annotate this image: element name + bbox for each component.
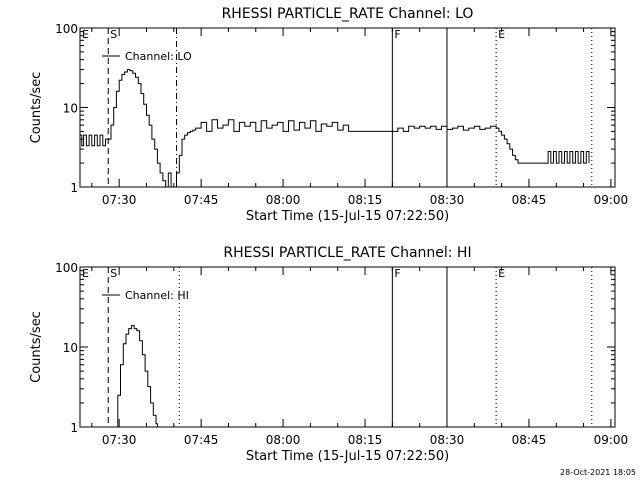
marker-label: E xyxy=(82,28,89,41)
marker-label: E xyxy=(82,267,89,280)
marker-label: S xyxy=(110,267,117,280)
y-tick-label: 10 xyxy=(63,102,78,116)
x-tick-label: 08:00 xyxy=(266,193,301,207)
chart-panel-hi: RHESSI PARTICLE_RATE Channel: HI 07:30 07:… xyxy=(29,245,628,464)
x-tick-label: 08:30 xyxy=(430,433,465,447)
x-tick-label: 08:30 xyxy=(430,193,465,207)
y-axis-label: Counts/sec xyxy=(29,72,44,144)
x-tick-label: 07:30 xyxy=(102,193,137,207)
y-tick-label: 1 xyxy=(70,421,78,435)
legend-label: Channel: LO xyxy=(125,50,192,63)
y-tick-label: 1 xyxy=(70,181,78,195)
x-axis-label: Start Time (15-Jul-15 07:22:50) xyxy=(246,449,449,464)
y-tick-label: 100 xyxy=(55,261,78,275)
chart-title: RHESSI PARTICLE_RATE Channel: LO xyxy=(222,6,474,22)
marker-label: F xyxy=(394,267,400,280)
x-tick-label: 07:30 xyxy=(102,433,137,447)
x-tick-label: 08:00 xyxy=(266,433,301,447)
series-line xyxy=(115,325,158,427)
marker-label: E xyxy=(498,28,505,41)
legend-label: Channel: HI xyxy=(125,289,189,302)
y-tick-label: 10 xyxy=(63,341,78,355)
marker-label: S xyxy=(110,28,117,41)
x-tick-label: 08:45 xyxy=(512,193,547,207)
chart-panel-lo: RHESSI PARTICLE_RATE Channel: LO 07:30 07:… xyxy=(29,6,628,224)
chart-title: RHESSI PARTICLE_RATE Channel: HI xyxy=(223,245,471,261)
y-tick-label: 100 xyxy=(55,22,78,36)
footer-date: 28-Oct-2021 18:05 xyxy=(560,468,636,477)
x-tick-label: 08:45 xyxy=(512,433,547,447)
x-tick-label: 09:00 xyxy=(594,193,629,207)
x-tick-label: 07:45 xyxy=(184,193,219,207)
x-tick-label: 08:15 xyxy=(348,433,383,447)
y-axis-label: Counts/sec xyxy=(29,311,44,383)
series-line xyxy=(80,69,590,187)
marker-label: F xyxy=(394,28,400,41)
marker-label: E xyxy=(498,267,505,280)
x-tick-label: 08:15 xyxy=(348,193,383,207)
x-tick-label: 09:00 xyxy=(594,433,629,447)
x-axis-label: Start Time (15-Jul-15 07:22:50) xyxy=(246,209,449,224)
x-tick-label: 07:45 xyxy=(184,433,219,447)
